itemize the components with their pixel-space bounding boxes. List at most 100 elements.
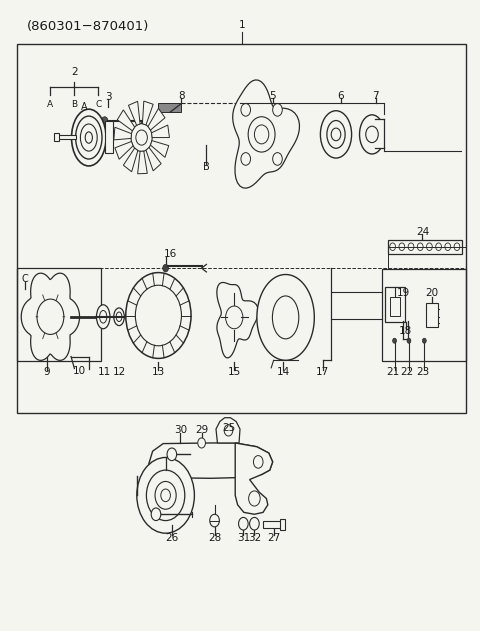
Text: C: C xyxy=(22,274,28,284)
Circle shape xyxy=(445,243,451,251)
Circle shape xyxy=(249,491,260,506)
Circle shape xyxy=(273,103,282,116)
Polygon shape xyxy=(21,273,80,360)
Text: 7: 7 xyxy=(372,91,379,101)
Text: 10: 10 xyxy=(72,366,86,376)
Bar xyxy=(390,297,400,316)
Text: 6: 6 xyxy=(337,91,344,101)
Circle shape xyxy=(163,264,168,272)
Text: 11: 11 xyxy=(98,367,111,377)
Text: 24: 24 xyxy=(416,227,429,237)
Bar xyxy=(263,521,282,528)
Ellipse shape xyxy=(100,310,107,323)
Circle shape xyxy=(427,243,432,251)
Circle shape xyxy=(146,470,185,521)
Circle shape xyxy=(226,306,243,329)
Polygon shape xyxy=(117,110,135,131)
Text: A: A xyxy=(48,100,53,109)
Polygon shape xyxy=(149,443,273,478)
Polygon shape xyxy=(146,148,161,171)
Polygon shape xyxy=(152,125,169,138)
Text: 9: 9 xyxy=(44,367,50,377)
Polygon shape xyxy=(217,283,258,358)
Text: 13: 13 xyxy=(152,367,165,377)
Circle shape xyxy=(417,243,423,251)
Text: 25: 25 xyxy=(222,423,235,433)
Text: 17: 17 xyxy=(316,367,329,377)
Circle shape xyxy=(210,514,219,527)
Bar xyxy=(17,268,101,361)
Circle shape xyxy=(136,130,147,145)
Polygon shape xyxy=(235,443,273,514)
Text: 15: 15 xyxy=(228,367,241,377)
Circle shape xyxy=(161,489,170,502)
Ellipse shape xyxy=(96,305,110,329)
Text: 29: 29 xyxy=(195,425,208,435)
Circle shape xyxy=(155,481,176,509)
Circle shape xyxy=(254,125,269,144)
Text: 22: 22 xyxy=(400,367,414,377)
Circle shape xyxy=(273,153,282,165)
Circle shape xyxy=(390,243,396,251)
Circle shape xyxy=(167,448,177,461)
Polygon shape xyxy=(115,141,133,159)
Ellipse shape xyxy=(327,121,345,148)
Text: 8: 8 xyxy=(178,91,185,101)
Circle shape xyxy=(331,128,341,141)
Text: B: B xyxy=(203,162,210,172)
Circle shape xyxy=(126,273,191,358)
Circle shape xyxy=(241,103,251,116)
Ellipse shape xyxy=(72,109,106,166)
Polygon shape xyxy=(123,148,138,172)
Ellipse shape xyxy=(80,124,97,151)
Circle shape xyxy=(135,285,181,346)
Bar xyxy=(382,269,466,361)
Text: 32: 32 xyxy=(248,533,261,543)
Bar xyxy=(280,519,285,530)
Polygon shape xyxy=(257,274,314,360)
Polygon shape xyxy=(148,109,165,130)
Circle shape xyxy=(399,243,405,251)
Ellipse shape xyxy=(114,308,124,326)
Text: 23: 23 xyxy=(416,367,429,377)
Bar xyxy=(426,303,438,327)
Text: 18: 18 xyxy=(399,326,412,336)
Circle shape xyxy=(224,425,233,436)
Text: 3: 3 xyxy=(105,91,111,102)
Text: 5: 5 xyxy=(269,91,276,101)
Circle shape xyxy=(241,153,251,165)
Circle shape xyxy=(137,457,194,533)
Circle shape xyxy=(248,117,275,152)
Text: A: A xyxy=(81,102,87,112)
Bar xyxy=(388,240,462,254)
Ellipse shape xyxy=(321,111,351,158)
Ellipse shape xyxy=(360,115,384,154)
Polygon shape xyxy=(143,101,153,125)
Polygon shape xyxy=(114,127,132,140)
Polygon shape xyxy=(216,418,240,443)
Text: (860301−870401): (860301−870401) xyxy=(26,20,149,33)
Text: 28: 28 xyxy=(208,533,221,543)
Ellipse shape xyxy=(85,132,92,143)
Text: 1: 1 xyxy=(239,20,246,30)
Text: 30: 30 xyxy=(174,425,187,435)
Text: 26: 26 xyxy=(165,533,179,543)
Bar xyxy=(105,121,113,153)
Text: 4: 4 xyxy=(138,163,145,174)
Ellipse shape xyxy=(116,312,122,322)
Bar xyxy=(158,103,181,112)
Polygon shape xyxy=(138,151,147,174)
Ellipse shape xyxy=(272,296,299,339)
Circle shape xyxy=(253,456,263,468)
Polygon shape xyxy=(233,80,300,188)
Text: 27: 27 xyxy=(267,533,280,543)
Bar xyxy=(379,119,388,148)
Text: 14: 14 xyxy=(276,367,290,377)
Bar xyxy=(54,133,59,141)
Circle shape xyxy=(408,243,414,251)
Circle shape xyxy=(131,124,152,151)
Text: 12: 12 xyxy=(112,367,126,377)
Bar xyxy=(17,44,466,413)
Circle shape xyxy=(101,117,108,126)
Polygon shape xyxy=(151,141,169,157)
